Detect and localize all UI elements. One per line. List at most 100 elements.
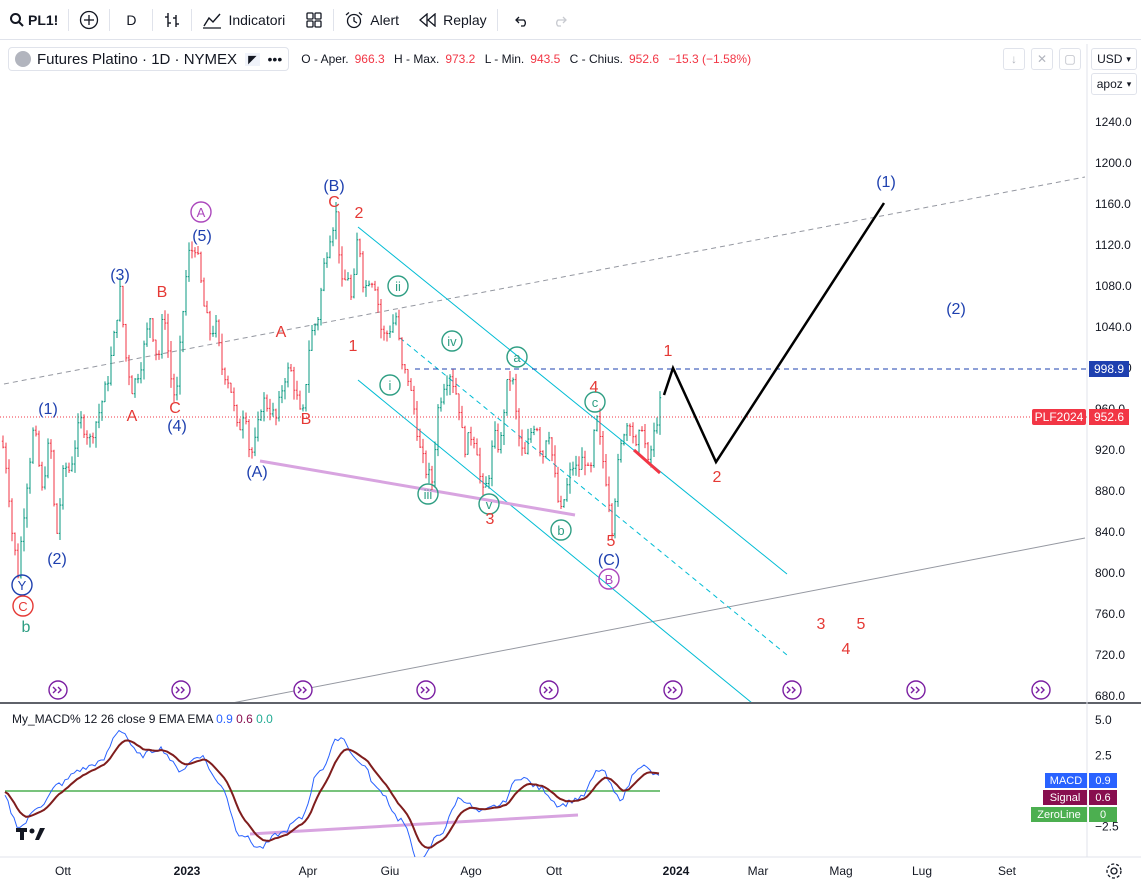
wave-label-text: iv: [447, 334, 457, 349]
wave-label-text: (2): [47, 551, 67, 568]
channel-middle-line: [399, 337, 788, 656]
macd-tick-label: 5.0: [1095, 713, 1112, 727]
toolbar-divider: [496, 8, 498, 31]
wave-label-text: 2: [713, 469, 722, 486]
timeline-event-icon: [539, 680, 559, 700]
wave-label-circle: [190, 201, 212, 223]
price-tick-label: 1200.0: [1095, 156, 1132, 170]
wave-label-text: 4: [590, 379, 599, 396]
macd-axis: 5.0 2.5 −2.5: [1095, 713, 1119, 834]
wave-label-circle: [12, 595, 34, 617]
channel-lower-line: [357, 379, 752, 702]
wave-label-circle: [387, 275, 409, 297]
event-arrow: [52, 686, 62, 694]
candles-layer: [1, 201, 662, 579]
timeline-event-icon: [171, 680, 191, 700]
event-circle: [782, 680, 802, 700]
pane-controls: ↓ ✕ ▢: [1003, 48, 1087, 70]
time-tick-label: Mag: [829, 864, 852, 878]
replay-button[interactable]: Replay: [409, 0, 497, 40]
signal-value-text: 0.6: [1095, 792, 1110, 804]
toolbar-divider: [68, 8, 70, 31]
add-circle-icon: [80, 10, 99, 29]
currency-select[interactable]: USD ▾: [1091, 48, 1137, 70]
open-label: O - Aper.: [301, 52, 349, 66]
close-label: C - Chius.: [569, 52, 623, 66]
more-dots-icon[interactable]: •••: [267, 51, 283, 67]
interval-button[interactable]: D: [110, 0, 152, 40]
zero-badge-bg: [1031, 807, 1087, 822]
zero-badge-name: ZeroLine: [1037, 809, 1080, 821]
wave-label: B: [157, 284, 168, 301]
wave-label: c: [584, 391, 606, 413]
wave-label-text: C: [18, 599, 27, 614]
time-axis: Ott 2023 Apr Giu Ago Ott 2024 Mar Mag Lug Set: [55, 864, 1017, 878]
wave-label: 3: [486, 511, 495, 528]
scale-mode-label: apoz: [1096, 77, 1123, 91]
wave-label-circle: [11, 574, 33, 596]
open-value: 966.3: [354, 52, 385, 66]
alert-button[interactable]: Alert: [334, 0, 409, 40]
timeline-event-icon: [48, 680, 68, 700]
event-circle: [48, 680, 68, 700]
close-pane-button[interactable]: ✕: [1031, 48, 1053, 70]
wave-label-text: (5): [192, 228, 212, 245]
macd-divergence-line: [249, 813, 579, 836]
signal-badge-name: Signal: [1050, 792, 1081, 804]
wave-label: Y: [11, 574, 33, 596]
wave-label: (B): [323, 178, 344, 195]
event-circle: [171, 680, 191, 700]
alert-label: Alert: [370, 11, 400, 28]
wave-label-text: A: [127, 408, 138, 425]
time-tick-label: Set: [998, 864, 1017, 878]
symbol-marker-text: PLF2024: [1035, 410, 1084, 424]
price-marker-998-9: 998.9: [1089, 361, 1129, 377]
wave-label-text: i: [389, 378, 392, 393]
last-price-text: 952.6: [1094, 410, 1124, 424]
wave-label: (A): [246, 464, 267, 481]
move-down-button[interactable]: ↓: [1003, 48, 1025, 70]
wave-label-circle: [478, 493, 500, 515]
templates-button[interactable]: [295, 0, 333, 40]
flag-icon[interactable]: ◤: [245, 52, 260, 66]
time-tick-label: Mar: [748, 864, 769, 878]
event-circle: [293, 680, 313, 700]
indicators-icon: [203, 13, 222, 29]
indicators-button[interactable]: Indicatori: [192, 0, 295, 40]
price-tick-label: 760.0: [1095, 607, 1125, 621]
event-arrow: [420, 686, 430, 694]
wave-label: (3): [110, 267, 130, 284]
wave-label-circle: [417, 483, 439, 505]
wave-label: (C): [598, 552, 620, 569]
price-axis: 680.0720.0760.0800.0840.0880.0920.0960.0…: [1095, 115, 1132, 703]
undo-button[interactable]: [498, 0, 544, 40]
redo-button[interactable]: [544, 0, 578, 40]
main-price-pane: YCb(1)(2)(3)ABC(4)A(5)AB(A)(B)C21iiiivii…: [0, 174, 1087, 702]
chart-type-button[interactable]: [153, 0, 191, 40]
wave-label-text: (4): [167, 418, 187, 435]
wave-label-text: C: [328, 194, 340, 211]
time-tick-label: Ott: [55, 864, 72, 878]
macd-badge-name: MACD: [1050, 775, 1082, 787]
event-arrow: [297, 686, 307, 694]
wave-label-text: 3: [817, 616, 826, 633]
symbol-info-box[interactable]: Futures Platino · 1D · NYMEX ◤ •••: [8, 47, 290, 71]
time-tick-label: 2023: [174, 864, 201, 878]
wave-label-text: 2: [355, 205, 364, 222]
wave-label-text: A: [197, 205, 206, 220]
tradingview-logo[interactable]: [16, 826, 46, 847]
macd-title: My_MACD% 12 26 close 9 EMA EMA: [12, 712, 213, 726]
settings-button[interactable]: [1105, 862, 1123, 885]
timeline-event-icon: [663, 680, 683, 700]
event-arrow: [543, 686, 553, 694]
compare-symbol-button[interactable]: [69, 0, 109, 40]
top-toolbar: PL1! D Indicatori Alert Replay: [0, 0, 1141, 40]
wave-label-text: v: [486, 497, 493, 512]
symbol-search-button[interactable]: PL1!: [0, 0, 68, 40]
wave-label: C: [12, 595, 34, 617]
wave-label-text: ii: [395, 279, 401, 294]
search-icon: [10, 12, 24, 27]
maximize-pane-button[interactable]: ▢: [1059, 48, 1081, 70]
scale-mode-select[interactable]: apoz ▾: [1091, 73, 1137, 95]
